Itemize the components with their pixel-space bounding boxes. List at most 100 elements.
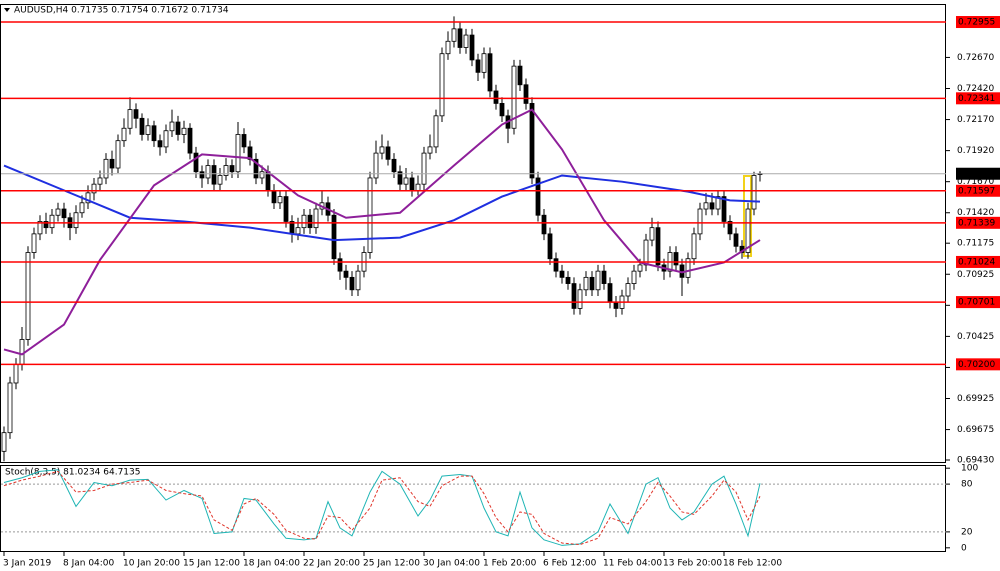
y-tick-label: 0.72170 (957, 115, 994, 125)
candle-body (397, 171, 403, 185)
candle-body (223, 165, 229, 176)
candle-body (55, 208, 61, 216)
candle-body (517, 65, 523, 86)
y-tick-label: 0.71670 (957, 177, 994, 187)
candle-body (709, 202, 715, 210)
candle-body (457, 28, 463, 48)
candle-body (655, 227, 661, 266)
candle-body (433, 115, 439, 148)
level-label: 0.70200 (958, 360, 995, 370)
candle-body (481, 53, 487, 73)
candle-body (523, 84, 529, 104)
candle-body (391, 158, 397, 173)
candle-body (715, 196, 721, 210)
main-panel (0, 4, 946, 463)
symbol-header: AUDUSD,H4 0.71735 0.71754 0.71672 0.7173… (14, 6, 229, 16)
candle-body (31, 233, 37, 253)
stoch-line (3, 470, 761, 546)
x-tick-label: 30 Jan 04:00 (423, 559, 480, 569)
candle-body (19, 339, 25, 365)
y-tick-label: 0.71175 (957, 239, 994, 249)
x-tick-label: 18 Feb 12:00 (723, 559, 782, 569)
candle-body (547, 233, 553, 260)
menu-arrow (4, 8, 10, 12)
candle-body (559, 270, 565, 278)
y-tick-label: 0.71920 (957, 146, 994, 156)
moving-average (3, 164, 761, 242)
candle-body (61, 208, 67, 219)
candle-body (1, 432, 7, 452)
candle-body (49, 214, 55, 229)
y-tick-label: 80 (961, 480, 973, 490)
candle-body (343, 270, 349, 278)
candle-body (73, 212, 79, 229)
x-tick-label: 15 Jan 12:00 (183, 559, 240, 569)
level-label-box (956, 296, 1000, 309)
candle-body (571, 283, 577, 309)
candle-body (193, 152, 199, 173)
candle-body (421, 152, 427, 185)
candle-body (529, 103, 535, 179)
candle-body (13, 363, 19, 384)
candle-body (703, 202, 709, 210)
level-label: 0.72955 (958, 18, 995, 28)
y-tick-label: 0.70425 (957, 332, 994, 342)
candle-body (631, 270, 637, 284)
candle-body (727, 221, 733, 235)
level-label-box (956, 358, 1000, 371)
candle-body (313, 208, 319, 229)
candle-body (535, 177, 541, 216)
candle-body (85, 192, 91, 204)
candle-body (127, 109, 133, 129)
candle-body (283, 196, 289, 222)
candle-body (469, 34, 475, 61)
candle-body (589, 276, 595, 291)
candle-body (331, 214, 337, 260)
candle-body (415, 183, 421, 191)
stoch-header: Stoch(8,3,5) 81.0234 64.7135 (5, 468, 140, 478)
x-tick-label: 18 Jan 04:00 (243, 559, 300, 569)
y-tick-label: 0.69675 (957, 425, 994, 435)
candle-body (265, 171, 271, 191)
current-price-label: 0.71734 (958, 169, 995, 179)
candle-body (217, 175, 223, 185)
candle-body (379, 146, 385, 154)
candle-body (301, 214, 307, 229)
candle-body (745, 208, 751, 253)
candle-body (97, 177, 103, 185)
candle-body (475, 59, 481, 73)
candle-body (133, 109, 139, 119)
candle-body (697, 208, 703, 235)
candle-body (439, 53, 445, 117)
y-tick-label: 0.69430 (957, 456, 994, 466)
y-tick-label: 0.70925 (957, 270, 994, 280)
candle-body (157, 140, 163, 148)
candle-body (355, 270, 361, 291)
y-tick-label: 0.72420 (957, 84, 994, 94)
x-tick-label: 3 Jan 2019 (3, 559, 51, 569)
candle-body (37, 221, 43, 235)
candle-body (649, 227, 655, 241)
candle-body (7, 382, 13, 434)
candle-body (385, 146, 391, 160)
candle-body (205, 165, 211, 179)
candle-body (601, 270, 607, 284)
level-label-box (956, 92, 1000, 105)
candle-body (229, 165, 235, 173)
candle-body (691, 233, 697, 260)
candle-body (427, 146, 433, 154)
candle-body (613, 301, 619, 309)
candle-body (187, 127, 193, 154)
candle-body (259, 171, 265, 179)
candle-body (403, 177, 409, 185)
candle-body (145, 125, 151, 135)
candle-body (493, 90, 499, 104)
candle-body (115, 140, 121, 169)
candle-body (373, 152, 379, 179)
x-tick-label: 13 Feb 20:00 (663, 559, 722, 569)
candle-body (625, 283, 631, 297)
candle-body (253, 158, 259, 179)
level-label: 0.71339 (958, 218, 995, 228)
candle-body (349, 276, 355, 291)
